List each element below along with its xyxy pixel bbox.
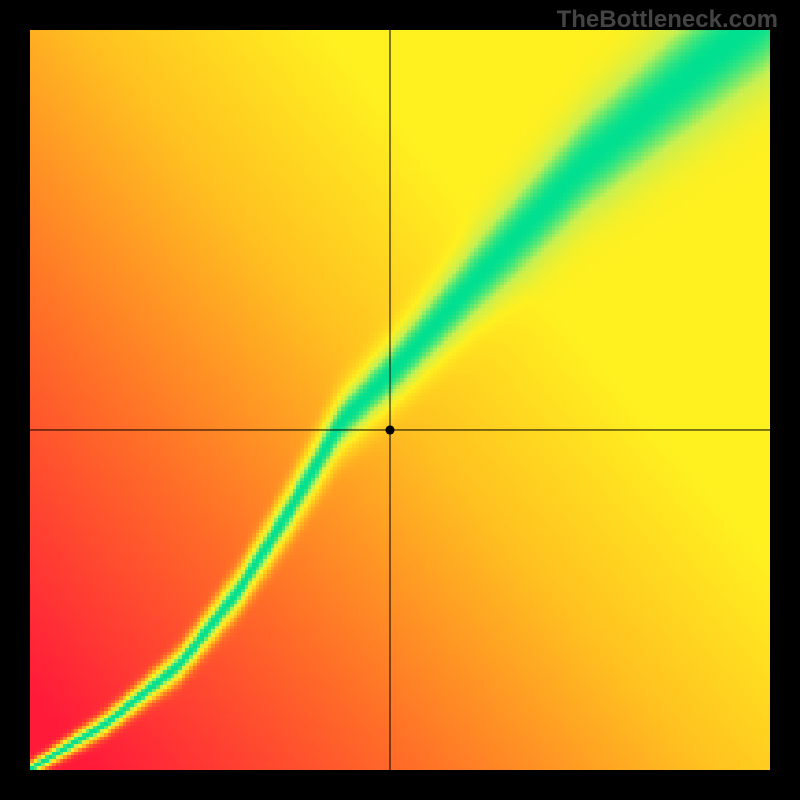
watermark-text: TheBottleneck.com <box>557 6 778 34</box>
bottleneck-heatmap <box>0 0 800 800</box>
